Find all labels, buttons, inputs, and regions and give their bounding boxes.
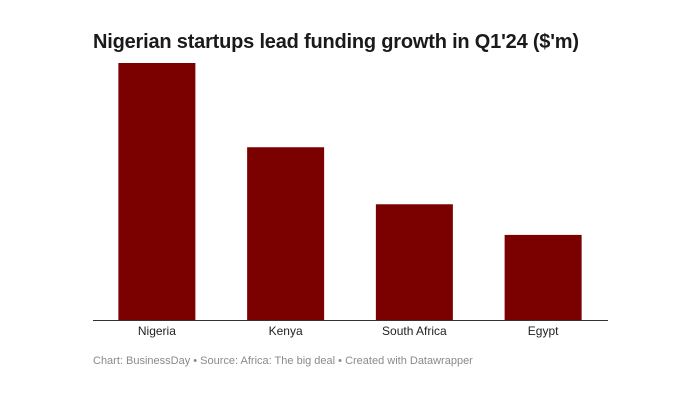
x-tick-label: South Africa	[382, 324, 447, 338]
chart-footer: Chart: BusinessDay • Source: Africa: The…	[93, 355, 473, 367]
x-tick-label: Kenya	[269, 324, 303, 338]
bar-nigeria	[118, 63, 196, 320]
bar-egypt	[504, 234, 582, 320]
chart-title: Nigerian startups lead funding growth in…	[93, 31, 579, 53]
x-tick-label: Nigeria	[138, 324, 176, 338]
bar-south-africa	[375, 204, 453, 320]
x-tick-label: Egypt	[528, 324, 559, 338]
bar-kenya	[247, 147, 325, 320]
